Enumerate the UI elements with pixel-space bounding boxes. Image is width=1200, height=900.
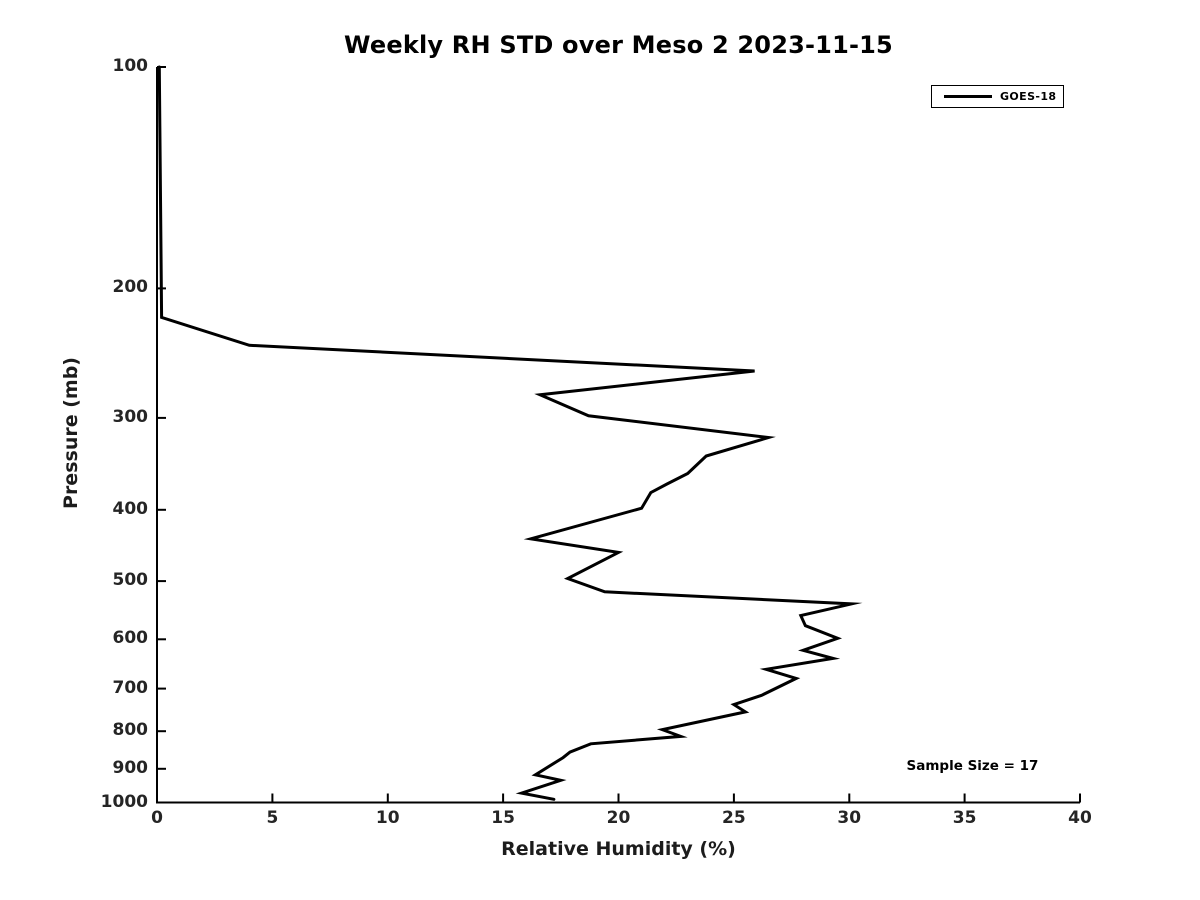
x-tick-label: 20 xyxy=(606,808,631,828)
legend-line-sample xyxy=(944,95,992,98)
y-axis-label: Pressure (mb) xyxy=(60,357,82,509)
x-axis-label: Relative Humidity (%) xyxy=(501,838,736,860)
y-tick-label: 400 xyxy=(112,498,149,519)
y-tick-label: 500 xyxy=(112,570,149,591)
y-tick-label: 700 xyxy=(112,677,149,698)
x-tick-label: 40 xyxy=(1068,808,1092,828)
x-tick-label: 30 xyxy=(837,808,862,828)
y-tick-label: 600 xyxy=(112,628,149,649)
x-tick-label: 5 xyxy=(266,808,279,828)
y-tick-label: 100 xyxy=(112,56,149,76)
sample-size-annotation: Sample Size = 17 xyxy=(906,758,1039,774)
y-tick-label: 1000 xyxy=(100,791,148,812)
legend: GOES-18 xyxy=(931,85,1064,108)
legend-series-label: GOES-18 xyxy=(1000,90,1057,103)
x-tick-label: 15 xyxy=(491,808,515,828)
y-tick-label: 300 xyxy=(112,406,149,427)
y-tick-label: 800 xyxy=(112,720,149,741)
axis-spines xyxy=(156,67,1080,804)
x-tick-label: 35 xyxy=(952,808,977,828)
x-tick-label: 10 xyxy=(375,808,400,828)
chart-title: Weekly RH STD over Meso 2 2023-11-15 xyxy=(344,31,893,59)
x-tick-label: 0 xyxy=(151,808,163,828)
rh-profile-line xyxy=(157,65,863,801)
x-tick-label: 25 xyxy=(722,808,746,828)
y-tick-label: 900 xyxy=(112,757,149,778)
y-tick-label: 200 xyxy=(112,277,149,298)
